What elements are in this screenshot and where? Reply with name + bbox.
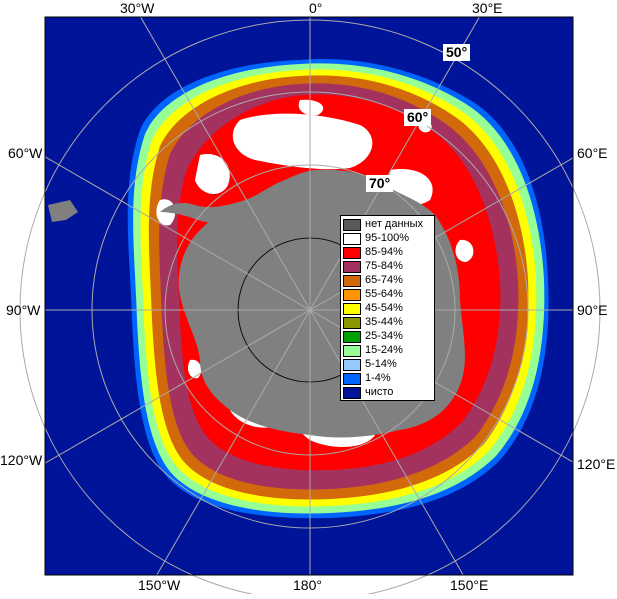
legend-label: 1-4% — [365, 372, 391, 384]
lat-label-60: 60° — [404, 109, 432, 126]
lon-label-90e: 90°E — [577, 302, 608, 318]
legend-label: чисто — [365, 386, 394, 398]
lon-label-120e: 120°E — [577, 456, 616, 472]
lat-label-70: 70° — [366, 175, 394, 192]
legend-item: 95-100% — [343, 232, 433, 245]
lon-label-90w: 90°W — [6, 302, 41, 318]
legend-swatch — [343, 317, 361, 329]
legend-item: нет данных — [343, 218, 433, 231]
legend-item: 15-24% — [343, 344, 433, 357]
legend-swatch — [343, 247, 361, 259]
lon-label-180: 180° — [293, 577, 322, 593]
lat-label-50: 50° — [443, 44, 471, 61]
legend-label: 95-100% — [365, 232, 410, 244]
lon-label-0: 0° — [309, 0, 323, 16]
legend-item: 35-44% — [343, 316, 433, 329]
legend-swatch — [343, 275, 361, 287]
legend-swatch — [343, 387, 361, 399]
legend-swatch — [343, 345, 361, 357]
legend-swatch — [343, 289, 361, 301]
legend-label: 75-84% — [365, 260, 403, 272]
map-border — [44, 16, 574, 576]
legend-item: 75-84% — [343, 260, 433, 273]
lon-label-150w: 150°W — [138, 577, 181, 593]
legend-item: 85-94% — [343, 246, 433, 259]
south-america-tip — [48, 200, 78, 222]
lon-label-150e: 150°E — [450, 577, 489, 593]
legend-label: нет данных — [365, 218, 424, 230]
legend-swatch — [343, 303, 361, 315]
legend-swatch — [343, 331, 361, 343]
legend-label: 15-24% — [365, 344, 403, 356]
legend-label: 5-14% — [365, 358, 397, 370]
legend-item: 55-64% — [343, 288, 433, 301]
antarctic-peninsula — [160, 200, 245, 223]
legend: нет данных 95-100% 85-94% 75-84% 65-74% 55-64… — [340, 215, 435, 401]
legend-item: 45-54% — [343, 302, 433, 315]
legend-swatch — [343, 359, 361, 371]
legend-swatch — [343, 261, 361, 273]
lon-label-120w: 120°W — [0, 452, 43, 468]
lon-label-60e: 60°E — [577, 145, 608, 161]
legend-item: 65-74% — [343, 274, 433, 287]
lon-label-30e: 30°E — [472, 0, 503, 16]
lon-label-30w: 30°W — [120, 0, 155, 16]
lon-label-60w: 60°W — [8, 145, 43, 161]
legend-item: 1-4% — [343, 372, 433, 385]
legend-label: 55-64% — [365, 288, 403, 300]
legend-swatch — [343, 219, 361, 231]
legend-item: чисто — [343, 386, 433, 399]
legend-label: 45-54% — [365, 302, 403, 314]
legend-label: 85-94% — [365, 246, 403, 258]
legend-item: 5-14% — [343, 358, 433, 371]
legend-label: 35-44% — [365, 316, 403, 328]
legend-swatch — [343, 233, 361, 245]
legend-label: 65-74% — [365, 274, 403, 286]
legend-label: 25-34% — [365, 330, 403, 342]
legend-swatch — [343, 373, 361, 385]
legend-item: 25-34% — [343, 330, 433, 343]
